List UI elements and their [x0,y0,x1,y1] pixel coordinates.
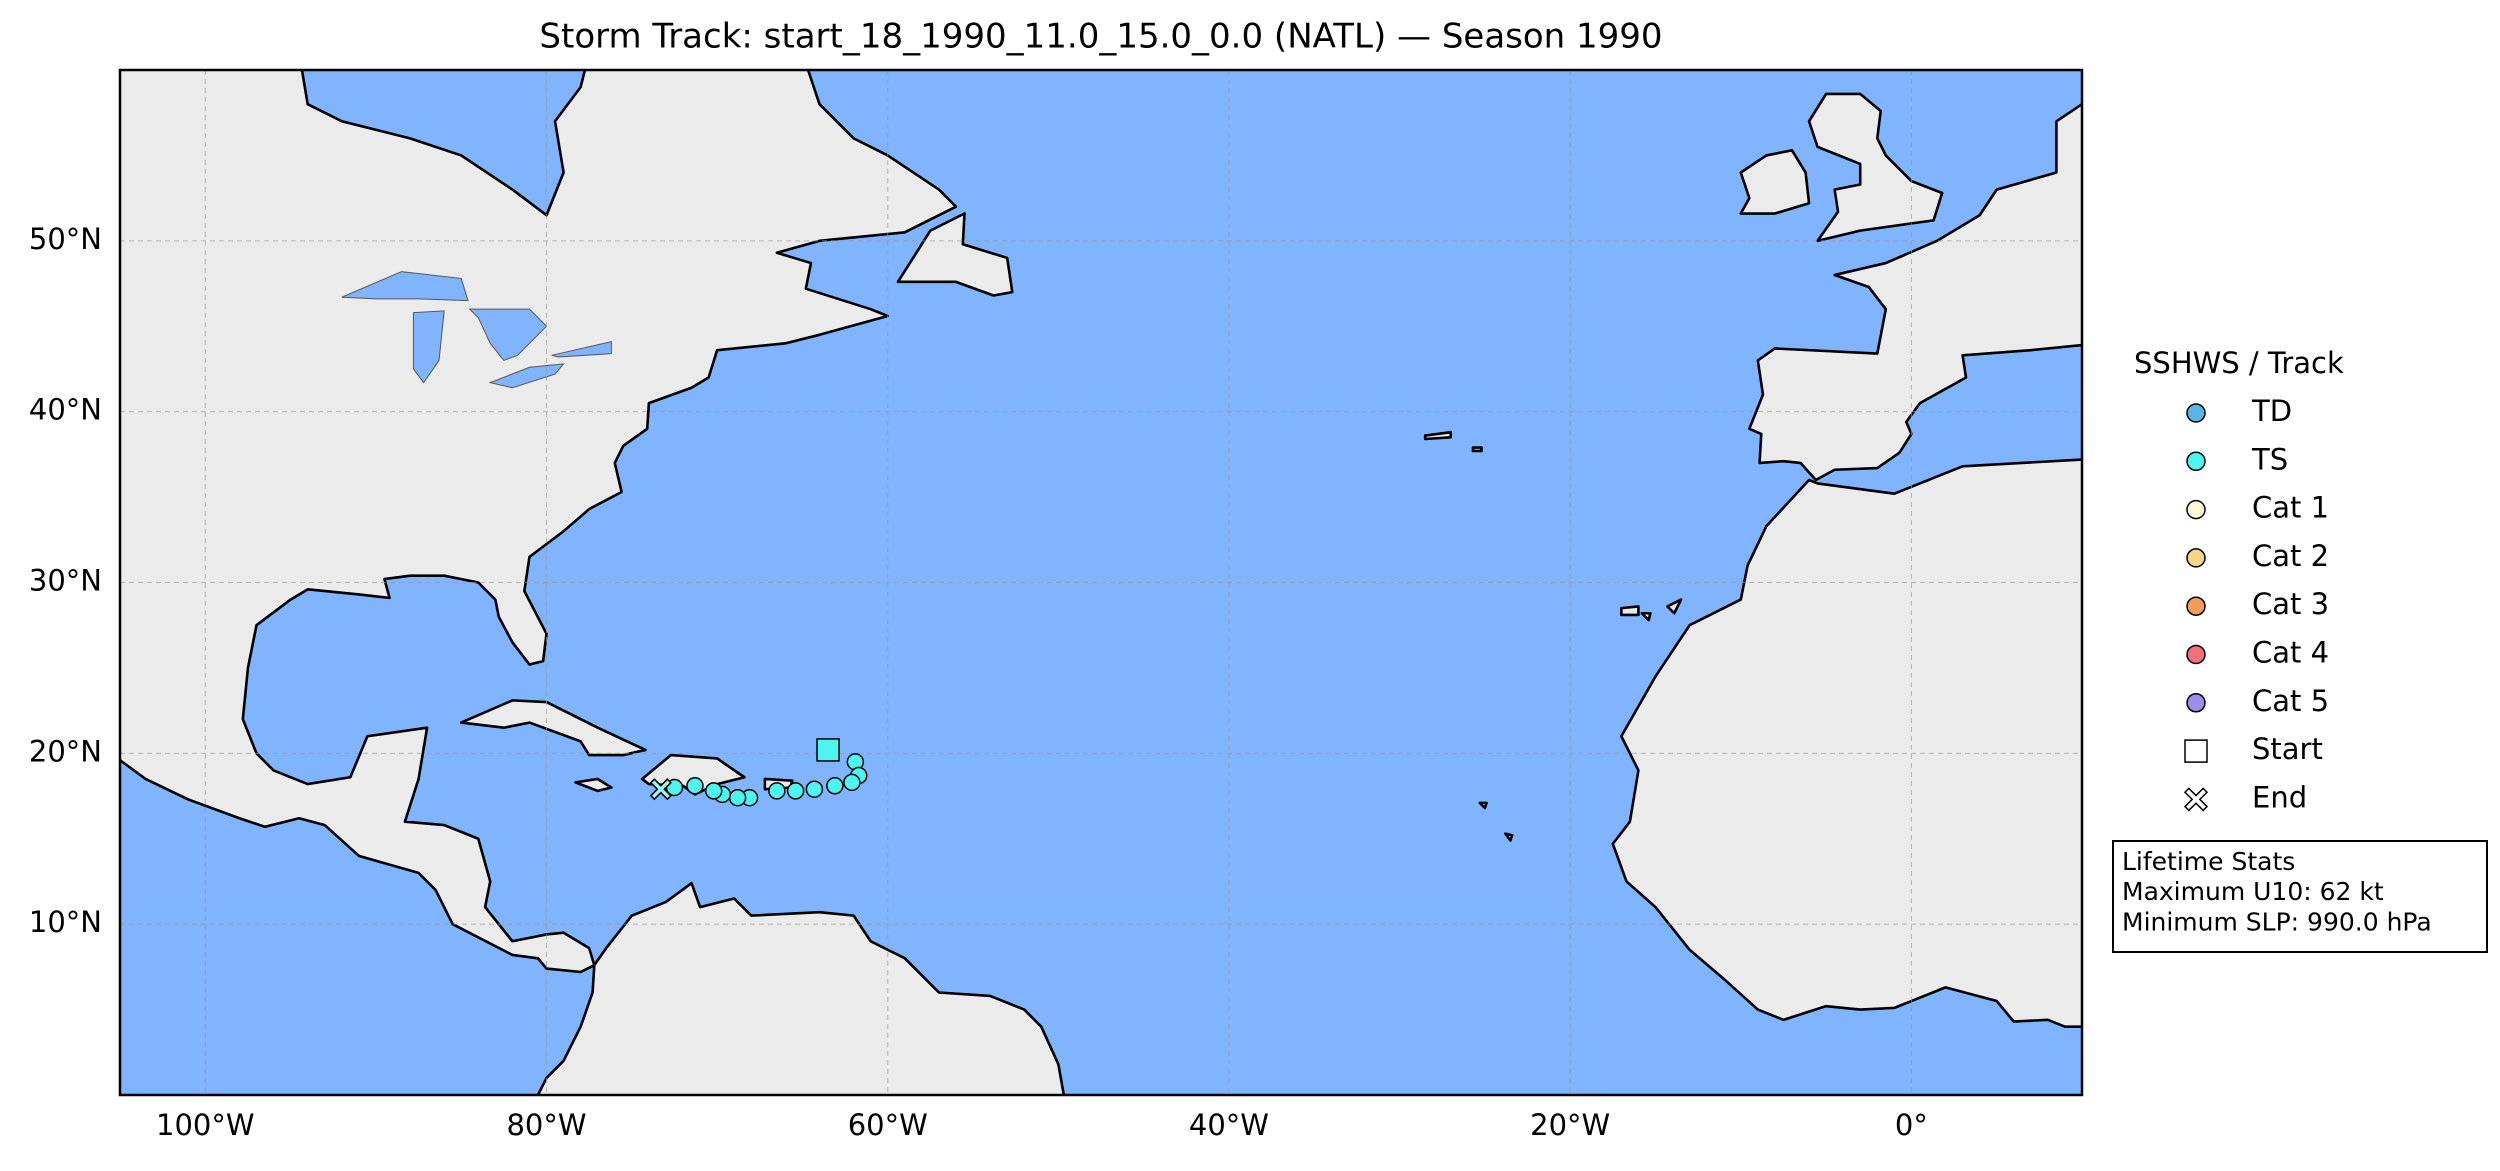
azores [1425,432,1481,451]
track-point [786,782,805,800]
y-tick-label: 10°N [29,905,102,939]
legend-label: Cat 5 [2252,684,2329,718]
lake-ontario [552,342,612,357]
legend-marker [2186,403,2206,423]
legend-label: Cat 3 [2252,587,2329,621]
x-tick-label: 60°W [848,1108,928,1142]
legend-label: Cat 1 [2252,491,2329,525]
legend-marker [2186,693,2206,713]
end-marker [649,778,672,801]
legend-label: Cat 2 [2252,539,2329,573]
track-point [768,782,786,800]
stats-line: Maximum U10: 62 kt [2122,877,2384,906]
track-layer [649,738,868,807]
stats-title: Lifetime Stats [2122,847,2295,876]
south-america [529,883,1066,1095]
track-point [805,780,824,798]
cape-verde [1480,803,1512,841]
legend-label: TS [2251,442,2288,476]
track-point [686,777,704,795]
x-tick-label: 20°W [1530,1108,1610,1142]
map-layer [120,70,2082,1113]
newfoundland [898,214,1012,296]
lake-superior [342,272,468,301]
cuba [461,700,645,755]
x-tick-label: 40°W [1189,1108,1269,1142]
axes: 100°W 80°W 60°W 40°W 20°W 0° 10°N 20°N 30°N 40°N 5… [29,222,1928,1142]
legend-marker [2186,596,2206,616]
grid [120,70,2082,1095]
lakes [342,272,612,388]
y-tick-label: 40°N [29,393,102,427]
x-tick-label: 0° [1895,1108,1928,1142]
legend-marker [2183,787,2209,812]
plot-frame [118,68,2084,1097]
y-tick-label: 20°N [29,734,102,768]
track-point [843,773,861,792]
stats-frame [2112,840,2488,953]
stats-line: Minimum SLP: 990.0 hPa [2122,908,2432,937]
x-tick-label: 80°W [506,1108,586,1142]
y-tick-label: 50°N [29,222,102,256]
lake-huron [470,309,547,360]
legend: SSHWS / Track TD TS Cat 1 Cat 2 Cat 3 Cat 4 Ca… [2134,346,2344,814]
track-point [728,789,747,807]
x-tick-label: 100°W [156,1108,255,1142]
start-marker [816,738,840,762]
legend-marker [2186,644,2206,665]
africa [1613,460,2082,1113]
legend-label: End [2252,780,2307,814]
lake-michigan [413,311,444,383]
legend-marker [2186,499,2206,520]
jamaica [576,779,612,791]
legend-marker [2186,548,2206,568]
legend-marker [2186,451,2206,472]
north-america [120,70,956,972]
track-point [826,777,844,795]
canaries [1621,600,1681,620]
legend-title: SSHWS / Track [2134,346,2344,380]
europe [1749,104,2082,480]
legend-marker [2184,739,2208,763]
legend-label: Start [2252,732,2323,766]
ireland [1741,150,1809,213]
legend-label: TD [2251,394,2292,428]
chart-title: Storm Track: start_18_1990_11.0_15.0_0.0… [539,17,1662,57]
land [120,70,2082,1113]
track-point [704,782,723,800]
stats-box: Lifetime Stats Maximum U10: 62 ktMinimum… [2112,840,2488,953]
y-tick-label: 30°N [29,564,102,598]
legend-label: Cat 4 [2252,636,2329,670]
great-britain [1809,94,1942,241]
lake-erie [490,364,563,388]
